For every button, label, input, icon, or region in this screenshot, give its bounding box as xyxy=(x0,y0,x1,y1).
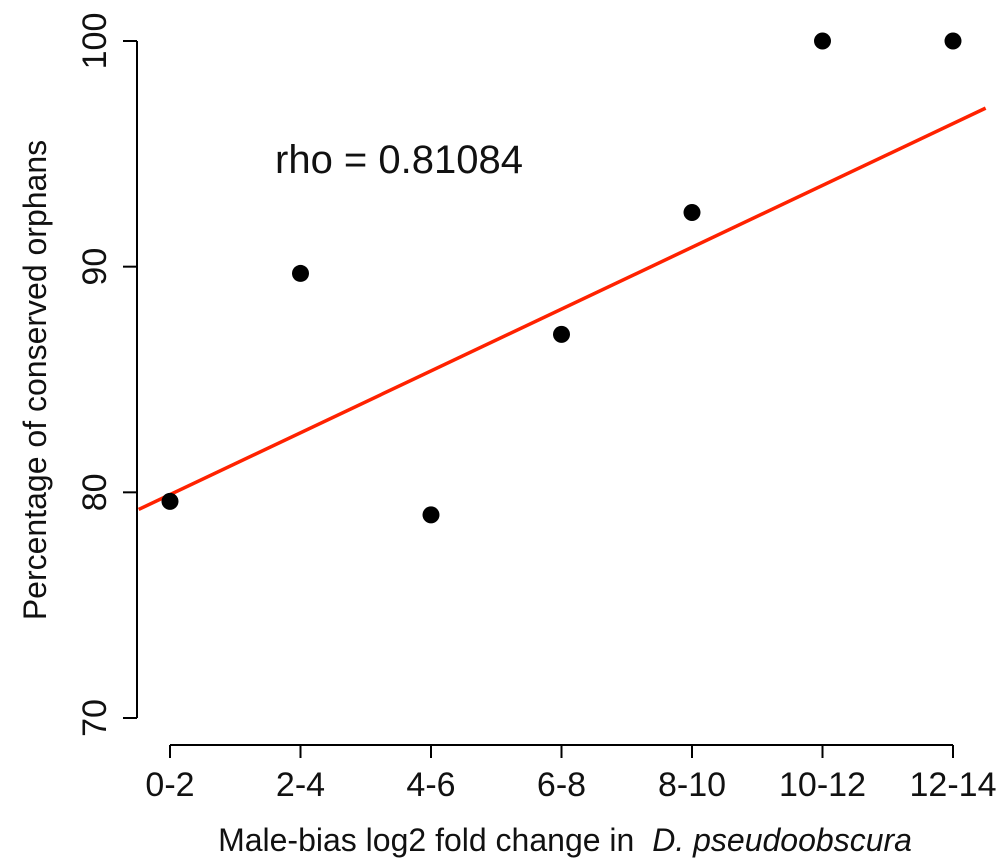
y-axis-title: Percentage of conserved orphans xyxy=(17,140,53,620)
x-tick-label: 8-10 xyxy=(658,766,726,804)
x-tick-label: 4-6 xyxy=(406,766,455,804)
x-tick-label: 6-8 xyxy=(537,766,586,804)
x-tick-label: 0-2 xyxy=(145,766,194,804)
y-axis: 70 80 90 100 xyxy=(76,13,138,737)
x-axis-title-text: Male-bias log2 fold change in xyxy=(218,822,634,858)
regression-line-group xyxy=(137,106,987,512)
data-point xyxy=(814,32,831,50)
rho-annotation: rho = 0.81084 xyxy=(275,138,523,182)
x-axis-title: Male-bias log2 fold change in D. pseudoo… xyxy=(218,822,912,858)
x-axis-title-species: D. pseudoobscura xyxy=(652,822,912,858)
data-point xyxy=(422,506,440,524)
x-axis: 0-2 2-4 4-6 6-8 8-10 10-12 12-14 xyxy=(145,744,997,804)
y-tick-label: 100 xyxy=(76,13,114,70)
y-tick-label: 80 xyxy=(76,473,114,511)
y-tick-label: 90 xyxy=(76,248,114,286)
data-point xyxy=(683,204,701,222)
data-points xyxy=(161,32,962,524)
x-tick-label: 2-4 xyxy=(276,766,325,804)
data-point xyxy=(553,325,570,343)
data-point xyxy=(161,492,179,510)
regression-line xyxy=(137,106,987,512)
x-tick-label: 12-14 xyxy=(910,766,997,804)
x-tick-label: 10-12 xyxy=(779,766,866,804)
data-point xyxy=(944,32,962,50)
y-tick-label: 70 xyxy=(76,699,114,737)
data-point xyxy=(292,264,309,282)
